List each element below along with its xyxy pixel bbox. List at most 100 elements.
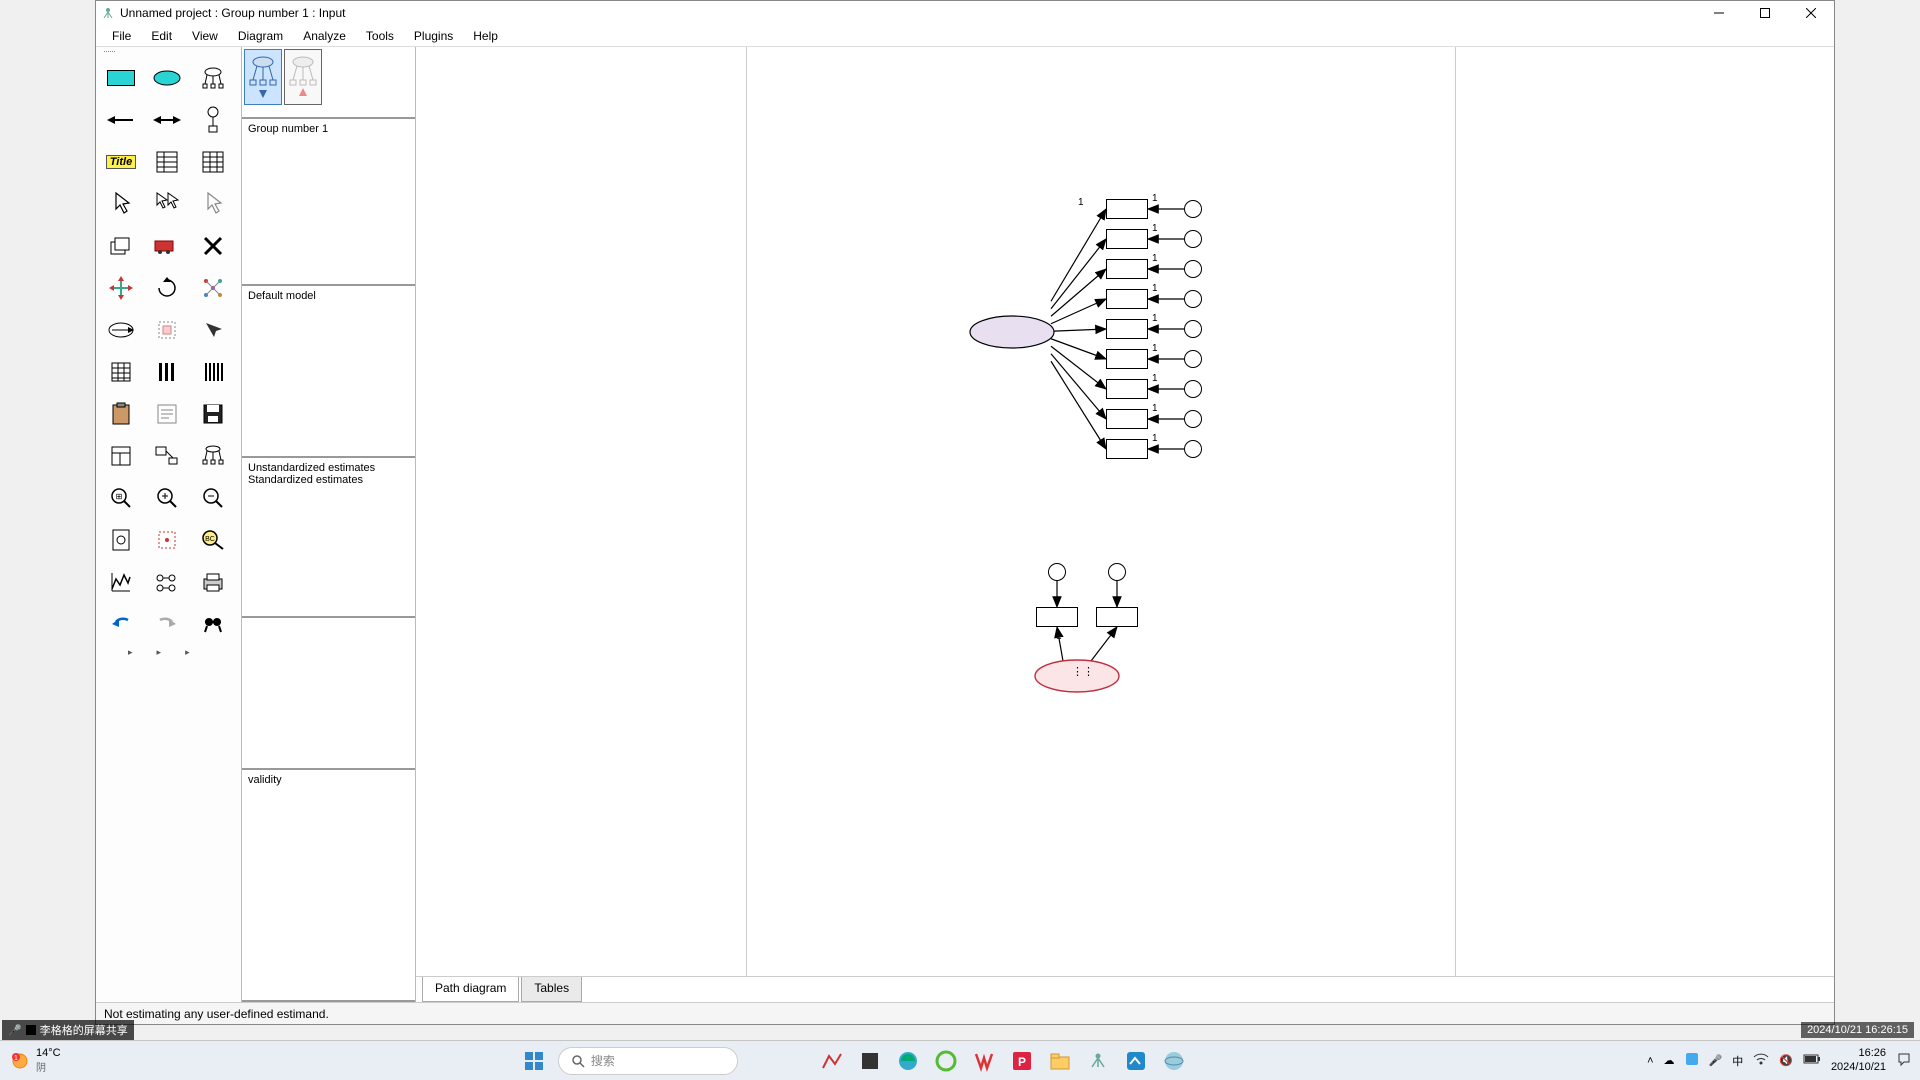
estimate-std[interactable]: Standardized estimates xyxy=(248,474,409,486)
tray-notify-icon[interactable] xyxy=(1896,1051,1912,1070)
error-3[interactable] xyxy=(1184,260,1202,278)
tool-drag-props-icon[interactable] xyxy=(146,437,188,475)
close-button[interactable] xyxy=(1788,1,1834,25)
menu-help[interactable]: Help xyxy=(463,27,508,45)
tool-calculate-icon[interactable] xyxy=(192,353,234,391)
tool-zoom-out-icon[interactable] xyxy=(192,479,234,517)
observed-9[interactable] xyxy=(1106,439,1148,459)
tool-save-icon[interactable] xyxy=(192,395,234,433)
tool-analysis-props-icon[interactable] xyxy=(146,353,188,391)
tool-path-arrow[interactable] xyxy=(100,101,142,139)
params-panel[interactable] xyxy=(242,618,415,770)
error-9[interactable] xyxy=(1184,440,1202,458)
observed-6[interactable] xyxy=(1106,349,1148,369)
observed-4[interactable] xyxy=(1106,289,1148,309)
tool-list-vars2-icon[interactable] xyxy=(192,143,234,181)
error-b2[interactable] xyxy=(1108,563,1126,581)
menu-file[interactable]: File xyxy=(102,27,141,45)
tool-spec-search-icon[interactable] xyxy=(192,605,234,643)
latent-ellipse-1[interactable] xyxy=(969,315,1055,349)
error-7[interactable] xyxy=(1184,380,1202,398)
tray-cloud-icon[interactable]: ☁ xyxy=(1664,1054,1675,1067)
tool-text-output-icon[interactable] xyxy=(146,395,188,433)
amos-icon[interactable] xyxy=(1084,1047,1112,1075)
error-b1[interactable] xyxy=(1048,563,1066,581)
error-4[interactable] xyxy=(1184,290,1202,308)
tab-tables[interactable]: Tables xyxy=(521,977,582,1002)
menu-diagram[interactable]: Diagram xyxy=(228,27,293,45)
tool-zoom-select-icon[interactable]: ⊞ xyxy=(100,479,142,517)
tool-zoom-in-icon[interactable] xyxy=(146,479,188,517)
powerpoint-icon[interactable]: P xyxy=(1008,1047,1036,1075)
browser2-icon[interactable] xyxy=(932,1047,960,1075)
groups-panel[interactable]: Group number 1 xyxy=(242,119,415,286)
minimize-button[interactable] xyxy=(1696,1,1742,25)
tool-latent-ellipse[interactable] xyxy=(146,59,188,97)
tray-battery-icon[interactable] xyxy=(1803,1054,1821,1067)
error-5[interactable] xyxy=(1184,320,1202,338)
menu-view[interactable]: View xyxy=(182,27,228,45)
start-button[interactable] xyxy=(520,1047,548,1075)
observed-b2[interactable] xyxy=(1096,607,1138,627)
tray-chevron-icon[interactable]: ˄ xyxy=(1647,1055,1653,1067)
tool-shape-move-icon[interactable] xyxy=(100,269,142,307)
observed-1[interactable] xyxy=(1106,199,1148,219)
tool-print-icon[interactable] xyxy=(192,563,234,601)
taskbar-clock[interactable]: 16:26 2024/10/21 xyxy=(1831,1047,1886,1073)
edge-icon[interactable] xyxy=(894,1047,922,1075)
tool-reflect-icon[interactable] xyxy=(192,269,234,307)
observed-b1[interactable] xyxy=(1036,607,1078,627)
wps-icon[interactable] xyxy=(970,1047,998,1075)
mode-output-thumb[interactable] xyxy=(284,49,322,105)
observed-7[interactable] xyxy=(1106,379,1148,399)
tool-touch-icon[interactable] xyxy=(192,311,234,349)
menu-tools[interactable]: Tools xyxy=(356,27,404,45)
tool-redo-icon[interactable] xyxy=(146,605,188,643)
tool-multigroup-icon[interactable] xyxy=(146,563,188,601)
tool-clipboard-icon[interactable] xyxy=(100,395,142,433)
menu-plugins[interactable]: Plugins xyxy=(404,27,463,45)
app-globe-icon[interactable] xyxy=(1160,1047,1188,1075)
tool-covariance-arrow[interactable] xyxy=(146,101,188,139)
tool-list-vars-icon[interactable] xyxy=(146,143,188,181)
taskbar-weather[interactable]: 1 14°C 阴 xyxy=(0,1047,61,1074)
app-1-icon[interactable] xyxy=(818,1047,846,1075)
tool-undo-icon[interactable] xyxy=(100,605,142,643)
mode-input-thumb[interactable] xyxy=(244,49,282,105)
tool-observed-rect[interactable] xyxy=(100,59,142,97)
error-8[interactable] xyxy=(1184,410,1202,428)
tool-scroll-icon[interactable] xyxy=(146,311,188,349)
tool-data-file-icon[interactable] xyxy=(100,353,142,391)
tray-security-icon[interactable] xyxy=(1685,1052,1699,1069)
tool-preserve-icon[interactable] xyxy=(192,437,234,475)
maximize-button[interactable] xyxy=(1742,1,1788,25)
tool-move-icon[interactable] xyxy=(146,227,188,265)
estimate-unstd[interactable]: Unstandardized estimates xyxy=(248,462,409,474)
tool-bayesian-icon[interactable] xyxy=(100,563,142,601)
tool-deselect-icon[interactable] xyxy=(192,185,234,223)
tool-rotate-icon[interactable] xyxy=(146,269,188,307)
latent-ellipse-2[interactable]: ⋮⋮ xyxy=(1034,659,1120,693)
tool-loupe-icon[interactable]: BC xyxy=(192,521,234,559)
tool-fit-page-icon[interactable] xyxy=(146,521,188,559)
error-2[interactable] xyxy=(1184,230,1202,248)
tray-volume-icon[interactable]: 🔇 xyxy=(1779,1054,1793,1067)
app-blue-icon[interactable] xyxy=(1122,1047,1150,1075)
menu-analyze[interactable]: Analyze xyxy=(293,27,356,45)
error-1[interactable] xyxy=(1184,200,1202,218)
observed-8[interactable] xyxy=(1106,409,1148,429)
tray-wifi-icon[interactable] xyxy=(1753,1053,1769,1068)
tool-select-all-icon[interactable] xyxy=(146,185,188,223)
tab-path-diagram[interactable]: Path diagram xyxy=(422,977,519,1002)
observed-3[interactable] xyxy=(1106,259,1148,279)
tray-mic-icon[interactable]: 🎤 xyxy=(1709,1054,1723,1067)
tool-title[interactable]: Title xyxy=(100,143,142,181)
tool-object-props-icon[interactable] xyxy=(100,437,142,475)
estimates-panel[interactable]: Unstandardized estimates Standardized es… xyxy=(242,458,415,618)
taskbar-search[interactable]: 搜索 xyxy=(558,1047,738,1075)
tool-indicator-icon[interactable] xyxy=(192,59,234,97)
observed-5[interactable] xyxy=(1106,319,1148,339)
models-panel[interactable]: Default model xyxy=(242,286,415,458)
tool-zoom-page-icon[interactable] xyxy=(100,521,142,559)
tray-ime[interactable]: 中 xyxy=(1732,1053,1743,1069)
